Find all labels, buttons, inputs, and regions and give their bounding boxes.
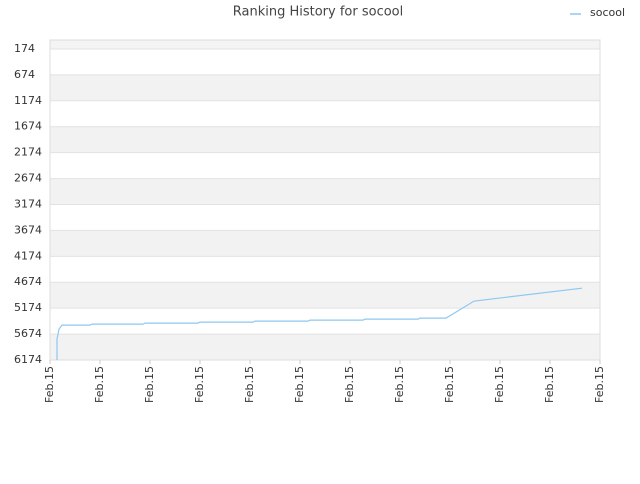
grid-band [50,334,600,360]
y-tick-label: 1674 [14,120,42,133]
y-tick-label: 5674 [14,327,42,340]
y-tick-label: 3674 [14,223,42,236]
y-tick-label: 5174 [14,301,42,314]
x-tick-label: Feb.15 [243,366,256,403]
y-tick-label: 2174 [14,146,42,159]
line [56,287,583,360]
x-tick-label: Feb.15 [93,366,106,403]
y-tick-label: 4174 [14,249,42,262]
grid-band [50,152,600,179]
x-tick-label: Feb.15 [143,366,156,403]
grid-band [50,100,600,127]
grid-band [50,178,600,205]
grid-band [50,204,600,231]
x-tick-label: Feb.15 [293,366,306,403]
x-tick-label: Feb.15 [493,366,506,403]
grid-band [50,74,600,101]
y-tick-label: 174 [14,42,35,55]
x-tick-label: Feb.15 [343,366,356,403]
x-tick-label: Feb.15 [593,366,606,403]
x-tick-label: Feb.15 [443,366,456,403]
chart-title: Ranking History for socool [233,5,404,20]
x-tick-label: Feb.15 [43,366,56,403]
grid-band [50,282,600,309]
x-tick-label: Feb.15 [193,366,206,403]
legend-label: socool [590,6,625,19]
grid-band [50,126,600,153]
y-tick-label: 6174 [14,353,42,366]
y-tick-label: 1174 [14,94,42,107]
y-tick-label: 674 [14,68,35,81]
y-tick-label: 2674 [14,172,42,185]
y-tick-label: 4674 [14,275,42,288]
plot-border [49,39,601,361]
y-tick-label: 3174 [14,197,42,210]
x-tick-label: Feb.15 [393,366,406,403]
x-tick-label: Feb.15 [543,366,556,403]
grid-band [50,48,600,75]
grid-band [50,230,600,257]
grid-band [50,256,600,283]
grid-band [50,308,600,335]
